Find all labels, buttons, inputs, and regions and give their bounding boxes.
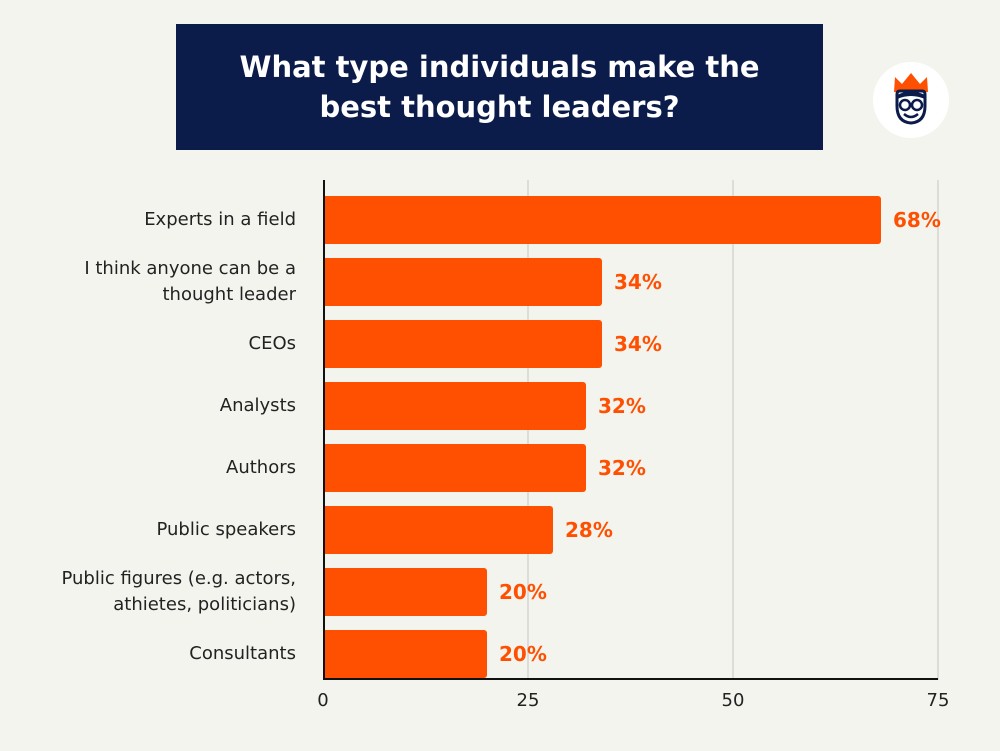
bar-experts xyxy=(325,196,881,244)
plot-area: 68% 34% 34% 32% 32% 28% 20% 20% xyxy=(323,180,941,680)
category-label: Public figures (e.g. actors, athietes, p… xyxy=(61,568,296,615)
category-label: I think anyone can be a thought leader xyxy=(84,258,296,305)
x-axis-line xyxy=(323,678,938,680)
gridline-50 xyxy=(732,180,734,680)
bar-analysts xyxy=(325,382,586,430)
x-tick-label: 75 xyxy=(926,690,950,711)
title-banner: What type individuals make the best thou… xyxy=(176,24,823,150)
category-label: Analysts xyxy=(219,395,296,416)
bar-anyone xyxy=(325,258,602,306)
crowned-face-logo-icon xyxy=(873,62,949,138)
category-label: Public speakers xyxy=(156,519,296,540)
x-tick-label: 25 xyxy=(516,690,540,711)
value-label: 34% xyxy=(614,332,662,356)
category-label: CEOs xyxy=(248,333,297,354)
value-label: 68% xyxy=(893,208,941,232)
bar-public-speakers xyxy=(325,506,553,554)
gridline-25 xyxy=(527,180,529,680)
chart-title: What type individuals make the best thou… xyxy=(239,50,760,124)
y-axis-line xyxy=(323,180,325,680)
gridline-75 xyxy=(937,180,939,680)
category-label: Experts in a field xyxy=(144,209,296,230)
x-tick-label: 50 xyxy=(721,690,745,711)
value-label: 20% xyxy=(499,580,547,604)
category-label: Authors xyxy=(226,457,296,478)
bar-ceos xyxy=(325,320,602,368)
value-label: 32% xyxy=(598,456,646,480)
bar-consultants xyxy=(325,630,487,678)
x-tick-label: 0 xyxy=(317,690,329,711)
value-label: 28% xyxy=(565,518,613,542)
value-label: 34% xyxy=(614,270,662,294)
bar-authors xyxy=(325,444,586,492)
value-label: 32% xyxy=(598,394,646,418)
value-label: 20% xyxy=(499,642,547,666)
bar-public-figures xyxy=(325,568,487,616)
category-label: Consultants xyxy=(189,643,296,664)
